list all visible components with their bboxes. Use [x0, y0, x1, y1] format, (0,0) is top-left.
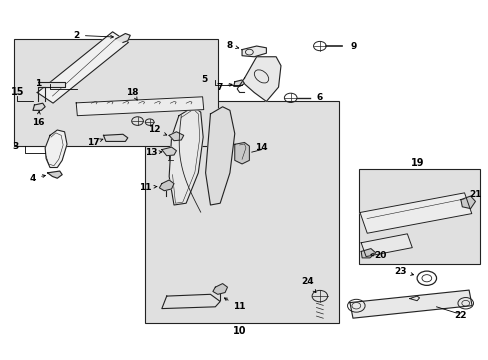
- Text: 8: 8: [226, 41, 238, 50]
- Text: 18: 18: [126, 88, 139, 100]
- Text: 11: 11: [138, 183, 157, 192]
- Polygon shape: [349, 290, 471, 318]
- Polygon shape: [460, 196, 474, 208]
- Text: 9: 9: [350, 41, 356, 50]
- Polygon shape: [212, 284, 227, 294]
- Text: 24: 24: [301, 277, 315, 292]
- Text: 21: 21: [468, 190, 481, 199]
- Text: 1: 1: [35, 79, 41, 88]
- Text: 11: 11: [224, 298, 245, 311]
- Bar: [14, 39, 217, 146]
- Polygon shape: [33, 103, 45, 111]
- Text: 7: 7: [216, 83, 232, 92]
- Text: 16: 16: [32, 111, 44, 127]
- Text: 22: 22: [454, 311, 466, 320]
- Text: 23: 23: [393, 267, 413, 276]
- Polygon shape: [361, 249, 375, 258]
- Polygon shape: [47, 171, 62, 178]
- Text: 12: 12: [148, 126, 166, 135]
- Polygon shape: [234, 143, 249, 164]
- Polygon shape: [205, 107, 234, 205]
- Polygon shape: [162, 147, 176, 156]
- Bar: [358, 169, 479, 264]
- Polygon shape: [169, 132, 183, 141]
- Text: 14: 14: [255, 143, 267, 152]
- Polygon shape: [116, 33, 130, 42]
- Polygon shape: [103, 134, 127, 141]
- Text: 19: 19: [410, 158, 424, 168]
- Polygon shape: [38, 82, 64, 87]
- Text: 4: 4: [30, 174, 45, 183]
- Bar: [144, 102, 339, 323]
- Polygon shape: [361, 234, 411, 257]
- Text: 2: 2: [74, 31, 113, 40]
- Polygon shape: [37, 32, 128, 103]
- Text: 6: 6: [316, 93, 323, 102]
- Polygon shape: [159, 180, 174, 191]
- Polygon shape: [242, 57, 281, 102]
- Polygon shape: [76, 97, 203, 116]
- Text: 3: 3: [12, 141, 18, 150]
- Text: 5: 5: [201, 76, 207, 85]
- Text: 13: 13: [144, 148, 162, 157]
- Polygon shape: [242, 46, 266, 57]
- Polygon shape: [169, 107, 203, 205]
- Text: 20: 20: [370, 251, 386, 260]
- Polygon shape: [359, 193, 471, 233]
- Polygon shape: [233, 80, 244, 86]
- Polygon shape: [162, 294, 220, 309]
- Text: 15: 15: [11, 87, 24, 98]
- Polygon shape: [45, 130, 67, 167]
- Text: 10: 10: [232, 326, 246, 336]
- Text: 17: 17: [87, 138, 103, 147]
